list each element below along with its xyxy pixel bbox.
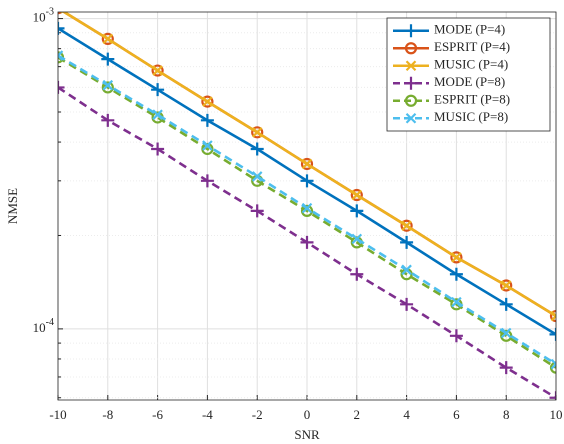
x-tick-label: -6: [152, 407, 163, 422]
marker: [549, 327, 556, 341]
x-tick-label: 4: [403, 407, 410, 422]
x-tick-label: -4: [202, 407, 213, 422]
marker: [550, 310, 556, 322]
marker: [449, 267, 463, 281]
legend-label: MUSIC (P=8): [434, 109, 508, 124]
marker: [499, 297, 513, 311]
x-tick-label: -2: [252, 407, 263, 422]
marker: [251, 127, 263, 138]
marker: [549, 309, 556, 323]
marker: [300, 174, 314, 188]
legend-marker: [405, 60, 417, 72]
marker: [102, 79, 114, 91]
marker: [351, 189, 363, 201]
marker: [400, 235, 414, 249]
marker: [151, 83, 165, 97]
legend-label: ESPRIT (P=8): [434, 92, 510, 107]
legend-label: MUSIC (P=4): [434, 57, 508, 72]
legend-label: MODE (P=8): [434, 74, 505, 89]
marker: [350, 188, 363, 202]
axes-box: [57, 11, 557, 401]
x-tick-label: 10: [550, 407, 563, 422]
legend-marker: [405, 112, 417, 124]
marker: [500, 329, 513, 342]
marker: [400, 219, 413, 232]
marker: [401, 264, 412, 276]
marker: [202, 96, 213, 107]
y-tick-label: 10-4: [33, 317, 54, 335]
marker: [101, 81, 114, 94]
marker: [451, 252, 462, 263]
marker: [450, 251, 463, 264]
marker: [350, 204, 364, 218]
series: [58, 50, 556, 370]
legend-marker: [404, 42, 418, 55]
marker: [251, 171, 263, 182]
marker: [300, 235, 314, 249]
legend: MODE (P=4) ESPRIT (P=4) MUSIC (P=4) MODE (P…: [386, 17, 551, 132]
marker: [500, 280, 512, 291]
x-axis-label: SNR: [294, 427, 320, 442]
series-group: [58, 12, 556, 400]
marker: [201, 95, 214, 108]
marker: [60, 12, 64, 14]
marker: [200, 174, 214, 188]
marker: [152, 109, 163, 120]
marker: [499, 361, 513, 375]
marker: [250, 204, 264, 218]
marker: [350, 267, 364, 281]
marker: [451, 296, 462, 308]
marker: [202, 140, 213, 151]
x-tick-label: 2: [354, 407, 361, 422]
marker: [549, 391, 556, 400]
marker: [58, 21, 65, 35]
y-axis-label: NMSE: [5, 188, 20, 224]
legend-marker: [404, 24, 418, 38]
marker: [301, 158, 313, 170]
y-tick-label: 10-3: [33, 7, 54, 25]
marker: [101, 32, 114, 46]
marker: [401, 220, 412, 232]
marker: [550, 358, 556, 370]
x-tick-label: -10: [49, 407, 66, 422]
legend-label: MODE (P=4): [434, 22, 505, 37]
marker: [500, 327, 512, 339]
marker: [151, 142, 165, 156]
legend-marker: [404, 94, 418, 107]
marker: [500, 279, 513, 292]
marker: [152, 65, 163, 76]
marker: [449, 329, 463, 343]
marker: [300, 204, 314, 218]
marker: [58, 80, 65, 94]
marker: [250, 142, 264, 156]
legend-box: [386, 17, 551, 132]
marker: [151, 64, 164, 77]
series: [58, 21, 556, 341]
series-line: [58, 56, 556, 369]
legend-label: ESPRIT (P=4): [434, 39, 510, 54]
x-tick-label: 0: [304, 407, 311, 422]
legend-marker: [404, 76, 418, 90]
marker: [301, 202, 313, 214]
marker: [58, 50, 64, 61]
x-tick-label: 6: [453, 407, 460, 422]
series: [60, 12, 556, 322]
marker: [101, 113, 115, 127]
x-tick-label: 8: [503, 407, 510, 422]
series: [58, 80, 556, 400]
marker: [300, 157, 314, 171]
marker: [200, 113, 214, 127]
x-tick-label: -8: [102, 407, 113, 422]
marker: [351, 233, 363, 245]
marker: [102, 33, 114, 45]
marker: [251, 126, 264, 139]
marker: [400, 297, 414, 311]
marker: [101, 52, 115, 66]
